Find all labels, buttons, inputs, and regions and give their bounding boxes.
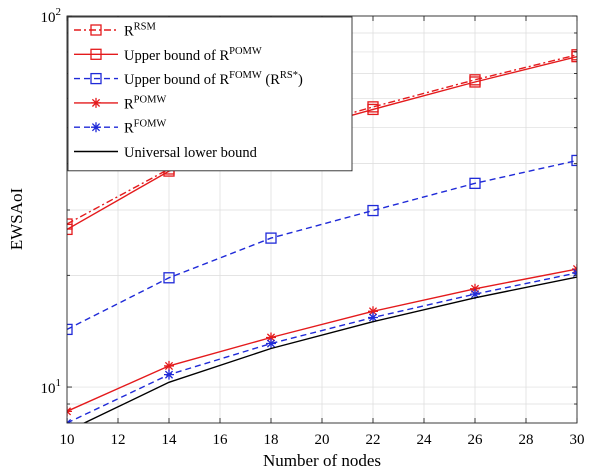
legend: RRSM Upper bound of RPOMW Upper bound of R… [67, 16, 353, 172]
x-tick-label: 10 [60, 432, 75, 448]
data-point [469, 76, 481, 88]
data-point [571, 154, 577, 167]
legend-box [67, 16, 353, 172]
data-point [571, 51, 577, 63]
x-tick-label: 30 [570, 432, 585, 448]
data-point [368, 306, 378, 317]
y-tick-label: 102 [41, 6, 62, 26]
series-6 [82, 276, 577, 423]
x-tick-label: 28 [519, 432, 534, 448]
series-5 [67, 267, 577, 423]
data-point [90, 72, 102, 85]
data-point [266, 338, 276, 349]
data-point [91, 122, 101, 133]
data-point [91, 97, 101, 108]
legend-item: RPOMW [74, 94, 166, 112]
x-tick-label: 20 [315, 432, 330, 448]
x-tick-label: 12 [111, 432, 126, 448]
tick-labels: 10 12 14 16 18 20 22 24 26 28 30 101 102 [41, 6, 585, 448]
x-tick-label: 16 [213, 432, 229, 448]
data-point [90, 24, 102, 36]
legend-label: Upper bound of RFOMW (RRS*) [124, 70, 303, 88]
data-point [266, 332, 276, 343]
data-point [265, 232, 277, 244]
data-point [163, 272, 175, 284]
x-axis-label: Number of nodes [263, 451, 381, 470]
legend-item: RRSM [74, 22, 157, 40]
data-point [164, 360, 174, 371]
data-point [164, 369, 174, 380]
series-line [82, 276, 577, 423]
legend-item: Upper bound of RPOMW [74, 46, 262, 64]
x-tick-label: 26 [468, 432, 484, 448]
series-line [67, 159, 577, 331]
data-point [367, 204, 379, 217]
x-tick-label: 18 [264, 432, 279, 448]
legend-label: RPOMW [124, 94, 166, 112]
legend-label: RFOMW [124, 119, 166, 137]
data-point [469, 177, 481, 189]
legend-item: Universal lower bound [74, 145, 258, 161]
series-4 [67, 264, 577, 417]
data-point [367, 103, 379, 116]
legend-label: Universal lower bound [124, 145, 258, 161]
y-axis-label: EWSAoI [7, 188, 26, 251]
x-tick-label: 22 [366, 432, 381, 448]
series-line [67, 268, 577, 412]
legend-label: Upper bound of RPOMW [124, 46, 262, 64]
data-point [67, 223, 73, 236]
data-point [368, 312, 378, 323]
series-3 [67, 154, 577, 336]
data-point [90, 48, 102, 60]
legend-item: Upper bound of RFOMW (RRS*) [74, 70, 303, 88]
data-point [470, 289, 480, 300]
legend-label: RRSM [124, 22, 157, 40]
series-line [67, 272, 577, 423]
data-point [67, 323, 73, 336]
y-tick-label: 101 [41, 377, 62, 397]
data-point [470, 283, 480, 294]
x-tick-label: 24 [417, 432, 433, 448]
legend-item: RFOMW [74, 119, 166, 137]
x-tick-label: 14 [162, 432, 178, 448]
